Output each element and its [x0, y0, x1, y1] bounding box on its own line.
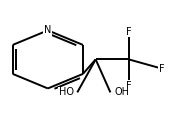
Text: N: N: [44, 25, 52, 35]
Text: OH: OH: [114, 87, 129, 97]
Text: HO: HO: [59, 87, 74, 97]
Text: F: F: [126, 27, 132, 37]
Text: F: F: [159, 64, 165, 74]
Text: F: F: [126, 81, 132, 91]
